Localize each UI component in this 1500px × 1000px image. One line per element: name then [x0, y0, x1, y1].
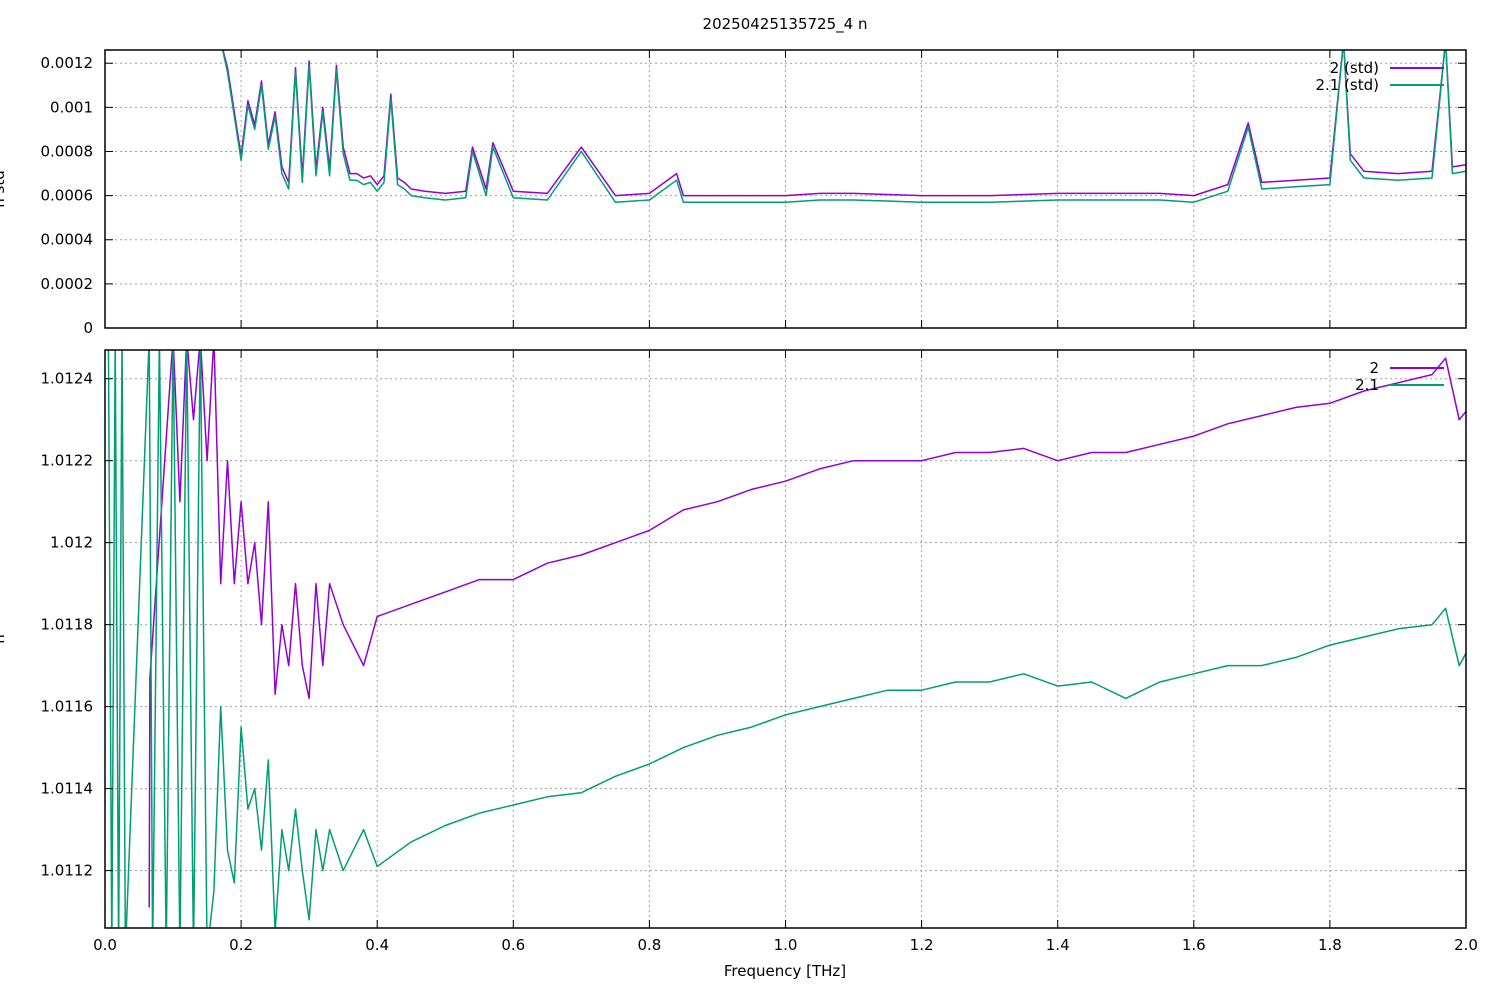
n-panel-grid	[105, 350, 1466, 928]
std-panel-y-axis-label: n std	[0, 170, 8, 208]
std-panel-legend-label-0: 2 (std)	[1330, 59, 1379, 77]
n-panel-y-tick-label: 1.0118	[41, 616, 94, 634]
n-panel-x-tick-label: 0.4	[365, 936, 389, 954]
std-panel-y-tick-label: 0.0012	[41, 54, 94, 72]
std-panel-y-tick-label: 0.0002	[41, 275, 94, 293]
std-panel-y-tick-label: 0.0004	[41, 231, 94, 249]
n-panel-x-tick-label: 1.4	[1046, 936, 1070, 954]
n-panel-y-tick-label: 1.0112	[41, 862, 94, 880]
n-panel-series-line-1	[107, 350, 1466, 928]
n-panel-y-tick-label: 1.0114	[41, 780, 94, 798]
n-panel-x-tick-label: 1.2	[910, 936, 934, 954]
std-panel-ticks: 0 0.0002 0.0004 0.0006 0.0008 0.001 0.0012	[41, 50, 1467, 337]
std-panel-y-tick-label: 0	[83, 319, 93, 337]
n-panel-x-tick-label: 0.8	[637, 936, 661, 954]
n-panel-x-tick-label: 2.0	[1454, 936, 1478, 954]
n-panel-x-tick-label: 0.0	[93, 936, 117, 954]
std-panel: 2 (std)2.1 (std) 0 0.0002 0.0004 0.0006 0.00…	[0, 49, 1467, 337]
std-panel-series-line-1	[221, 50, 1466, 203]
n-panel-x-tick-label: 1.8	[1318, 936, 1342, 954]
figure-title: 20250425135725_4 n	[703, 15, 868, 34]
n-panel-y-tick-label: 1.0122	[41, 452, 94, 470]
std-panel-legend: 2 (std)2.1 (std)	[1315, 59, 1444, 94]
std-panel-series-line-0	[222, 50, 1466, 197]
n-panel-legend-label-1: 2.1	[1355, 376, 1379, 394]
n-panel-y-tick-label: 1.0124	[41, 370, 94, 388]
std-panel-y-tick-label: 0.0006	[41, 187, 94, 205]
n-panel-y-tick-label: 1.012	[50, 534, 93, 552]
std-panel-y-tick-label: 0.001	[50, 98, 93, 116]
std-panel-series	[221, 50, 1466, 203]
std-panel-y-tick-label: 0.0008	[41, 142, 94, 160]
n-panel-y-axis-label: n	[0, 634, 8, 644]
n-panel-legend: 22.1	[1355, 359, 1444, 394]
n-panel-x-axis-label: Frequency [THz]	[724, 962, 846, 980]
n-panel-series-line-0	[148, 350, 1466, 908]
n-panel: 22.1 0.0 0.2 0.4 0.6 0.8 1.0 1.2 1.4 1.6 1.8 2.0 1.…	[0, 349, 1478, 980]
n-panel-x-tick-label: 0.2	[229, 936, 253, 954]
n-panel-ticks: 0.0 0.2 0.4 0.6 0.8 1.0 1.2 1.4 1.6 1.8 2.0 1.0112 1…	[41, 350, 1478, 954]
n-panel-legend-label-0: 2	[1369, 359, 1379, 377]
n-panel-x-tick-label: 1.0	[774, 936, 798, 954]
n-panel-y-tick-label: 1.0116	[41, 698, 94, 716]
n-panel-series	[107, 350, 1466, 928]
n-panel-x-tick-label: 1.6	[1182, 936, 1206, 954]
std-panel-legend-label-1: 2.1 (std)	[1315, 76, 1379, 94]
n-panel-x-tick-label: 0.6	[501, 936, 525, 954]
